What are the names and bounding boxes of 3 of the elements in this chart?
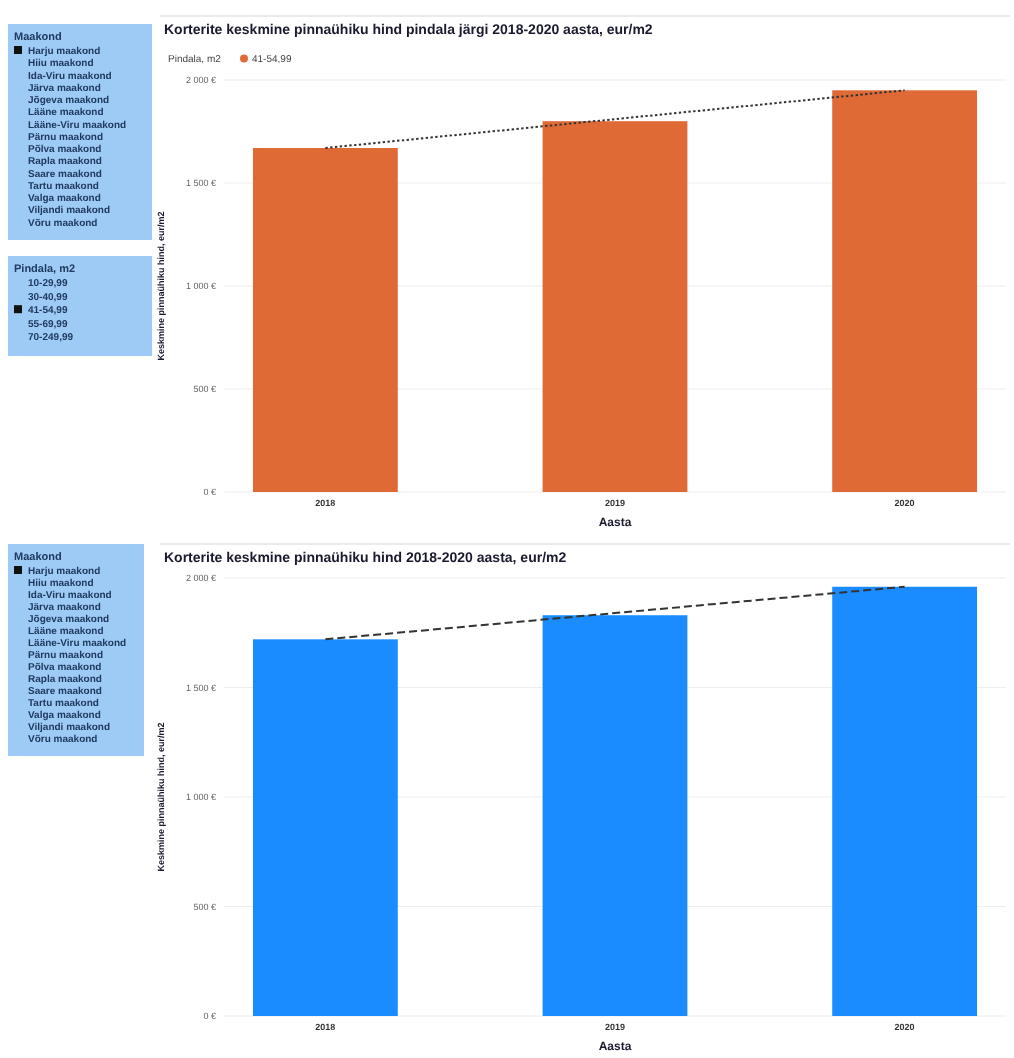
bar [252,147,398,492]
bar [832,90,978,492]
bar [542,121,688,492]
